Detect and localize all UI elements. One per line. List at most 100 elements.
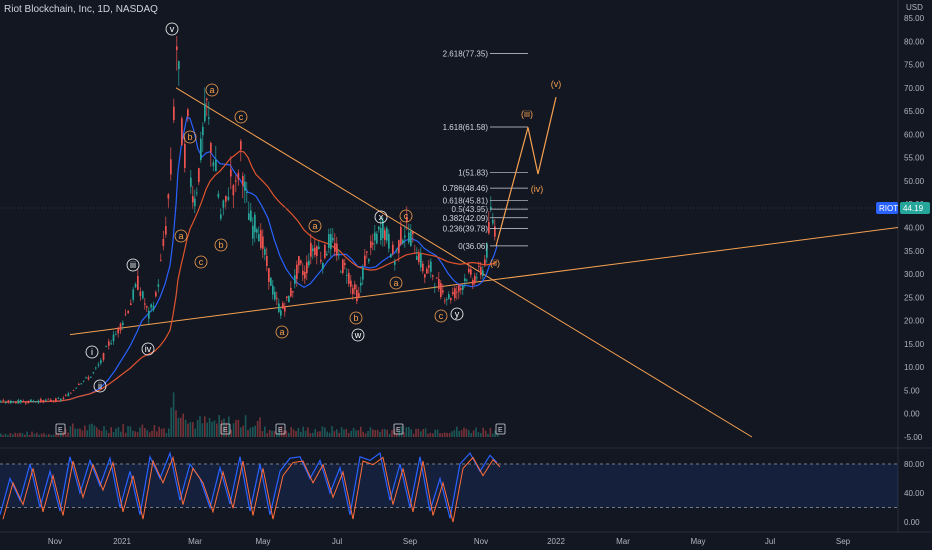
earnings-marker[interactable] <box>495 423 506 435</box>
candle-body <box>396 249 398 251</box>
candle-body <box>50 399 52 402</box>
candle-body <box>394 261 396 265</box>
ma-blue-line <box>0 116 498 403</box>
candle-body <box>368 259 370 262</box>
volume-bar <box>72 423 74 437</box>
descending-trendline[interactable] <box>175 87 753 438</box>
wave-label: b <box>353 313 358 323</box>
trend-lines[interactable] <box>69 87 899 438</box>
volume-bar <box>278 430 280 437</box>
volume-bar <box>259 417 261 437</box>
volume-bar <box>124 432 127 437</box>
price-tick-label: 0.00 <box>904 410 920 419</box>
volume-bar <box>374 430 376 437</box>
volume-bar <box>487 433 489 437</box>
volume-bar <box>194 428 196 437</box>
volume-bar <box>436 429 439 437</box>
earnings-marker-label: E <box>223 427 228 434</box>
projection-path[interactable] <box>495 97 557 247</box>
candle-body <box>412 231 414 235</box>
earnings-marker[interactable] <box>220 423 231 435</box>
price-tick-label: 50.00 <box>904 177 925 186</box>
candle-body <box>210 143 212 153</box>
volume-bar <box>276 433 278 437</box>
volume-bar <box>357 430 360 437</box>
volume-bar <box>98 429 100 437</box>
candle-body <box>246 192 248 193</box>
volume-bar <box>76 428 79 437</box>
ascending-trendline[interactable] <box>69 227 899 336</box>
candle-body <box>472 280 474 285</box>
candle-body <box>436 277 438 279</box>
fib-level-label: 1(51.83) <box>458 168 488 177</box>
candle-body <box>280 310 282 316</box>
volume-bar <box>247 430 249 437</box>
candle-body <box>212 162 215 167</box>
price-axis[interactable]: USD 85.00 80.00 75.00 70.00 65.00 60.00 55.00 50… <box>0 3 930 442</box>
earnings-marker[interactable] <box>55 423 66 435</box>
time-axis[interactable]: Nov 2021 Mar May Jul Sep Nov 2022 Mar May Jul Sep <box>48 537 851 546</box>
volume-bar <box>132 430 134 437</box>
candle-body <box>176 46 178 50</box>
volume-bar <box>441 433 444 437</box>
fib-levels[interactable]: 2.618(77.35) 1.618(61.58) 1(51.83) 0.786(48… <box>443 50 528 251</box>
candle-body <box>184 143 186 168</box>
volume-bar <box>340 427 343 437</box>
volume-bar <box>177 417 180 437</box>
candle-body <box>115 334 117 336</box>
volume-bar <box>91 423 93 437</box>
volume-bar <box>434 429 436 437</box>
volume-bar <box>50 435 52 437</box>
candle-body <box>416 256 418 260</box>
candle-body <box>330 234 332 250</box>
candle-body <box>302 270 304 276</box>
price-tick-label: 40.00 <box>904 224 925 233</box>
fib-level-label: 0.382(42.09) <box>443 214 489 223</box>
candle-body <box>82 380 85 382</box>
price-tick-label: 10.00 <box>904 363 925 372</box>
volume-bar <box>494 430 496 437</box>
time-tick-label: 2021 <box>113 537 131 546</box>
candle-body <box>27 400 30 404</box>
volume-bar <box>482 427 484 437</box>
wave-label-circle <box>126 258 140 272</box>
candle-body <box>148 310 150 319</box>
fib-level-label: 1.618(61.58) <box>443 123 489 132</box>
fib-level-label: 0.5(43.95) <box>452 205 489 214</box>
volume-bar <box>14 432 16 437</box>
volume-bar <box>163 428 165 437</box>
volume-bar <box>324 427 326 437</box>
volume-bar <box>496 433 499 437</box>
volume-bar <box>475 427 477 437</box>
wave-label-circle <box>349 311 363 325</box>
earnings-marker[interactable] <box>275 423 286 435</box>
candle-body <box>364 255 366 267</box>
volume-bar <box>343 429 345 437</box>
wave-label: c <box>439 311 444 321</box>
candle-body <box>30 399 32 403</box>
candle-body <box>105 346 108 348</box>
earnings-marker[interactable] <box>393 423 404 435</box>
candle-body <box>350 280 352 287</box>
candle-body <box>388 233 390 249</box>
volume-bar <box>122 424 124 437</box>
candle-body <box>100 360 102 364</box>
candle-body <box>102 353 105 360</box>
candle-body <box>119 323 122 331</box>
candle-body <box>92 372 95 374</box>
oscillator-tick-label: 40.00 <box>904 489 925 498</box>
oscillator-band <box>0 464 898 508</box>
candle-body <box>202 126 204 136</box>
volume-bar <box>117 427 120 437</box>
volume-bar <box>480 432 482 437</box>
price-tick-label: 15.00 <box>904 340 925 349</box>
projection-line[interactable] <box>495 97 557 247</box>
volume-bar <box>484 430 487 437</box>
volume-bar <box>134 431 136 437</box>
candle-body <box>80 383 83 385</box>
volume-bar <box>391 430 393 437</box>
time-tick-label: Mar <box>616 537 630 546</box>
volume-bar <box>295 431 297 437</box>
wave-label: v <box>170 24 175 34</box>
